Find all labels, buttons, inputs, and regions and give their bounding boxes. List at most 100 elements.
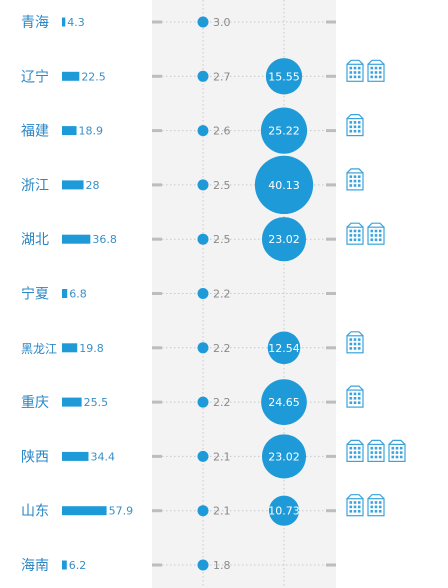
- dot: [197, 559, 209, 571]
- bubble-value-label: 23.02: [268, 233, 300, 246]
- left-tick: [152, 509, 162, 513]
- bar: [62, 71, 80, 81]
- building-icon: [388, 439, 406, 462]
- data-row: 陕西 34.4 2.1 23.02: [21, 434, 406, 479]
- bubble: [267, 331, 301, 365]
- region-label: 山东: [21, 504, 49, 520]
- region-label: 重庆: [21, 395, 49, 411]
- building-icon: [346, 494, 364, 517]
- bar-value-label: 4.3: [67, 16, 85, 29]
- data-row: 湖北 36.8 2.5 23.02: [21, 217, 385, 262]
- bar: [62, 289, 68, 298]
- bubble: [261, 434, 307, 479]
- data-row: 辽宁 22.5 2.7 15.55: [21, 58, 385, 95]
- bar: [62, 506, 107, 516]
- bubble: [261, 217, 307, 262]
- bar-value-label: 19.8: [79, 342, 104, 355]
- dot: [197, 505, 209, 517]
- dot: [197, 179, 209, 191]
- right-tick: [326, 346, 336, 350]
- data-row: 海南 6.2 1.8: [21, 558, 336, 574]
- bar-value-label: 25.5: [84, 396, 109, 409]
- bubble: [254, 155, 314, 215]
- bubble-value-label: 24.65: [268, 396, 300, 409]
- region-label: 湖北: [21, 232, 49, 248]
- bubble-value-label: 10.73: [268, 505, 300, 518]
- bar-value-label: 22.5: [81, 70, 106, 83]
- building-icon: [367, 494, 385, 517]
- left-tick: [152, 183, 162, 187]
- building-icon: [346, 113, 364, 137]
- dot: [197, 450, 209, 462]
- bubble-value-label: 15.55: [268, 70, 300, 83]
- data-row: 重庆 25.5 2.2 24.65: [21, 379, 364, 425]
- left-tick: [152, 400, 162, 404]
- dot-value-label: 2.1: [213, 450, 231, 463]
- bar: [62, 234, 91, 244]
- data-row: 福建 18.9 2.6 25.22: [21, 107, 364, 154]
- bubble: [260, 107, 308, 154]
- bubble-value-label: 12.54: [268, 342, 300, 355]
- left-tick: [152, 237, 162, 241]
- dot-value-label: 2.1: [213, 505, 231, 518]
- bar: [62, 180, 84, 190]
- data-row: 浙江 28 2.5 40.13: [21, 155, 364, 215]
- background-layer: [152, 0, 336, 588]
- right-tick: [326, 563, 336, 567]
- right-tick: [326, 129, 336, 133]
- bar-value-label: 6.8: [69, 288, 87, 301]
- dot-value-label: 2.2: [213, 288, 231, 301]
- right-tick: [326, 237, 336, 241]
- building-icon: [346, 385, 364, 408]
- region-label: 福建: [21, 124, 49, 140]
- dot: [197, 70, 209, 82]
- rows-layer: 青海 4.3 3.0 辽宁 22.5 2.7 15.55 福建 18.9 2.6 25.22 浙江 28…: [21, 15, 406, 574]
- building-icon: [367, 59, 385, 82]
- left-tick: [152, 292, 162, 295]
- bubble-value-label: 23.02: [268, 450, 300, 463]
- dot-value-label: 3.0: [213, 16, 231, 29]
- region-label: 黑龙江: [21, 342, 57, 356]
- left-tick: [152, 74, 162, 78]
- data-row: 青海 4.3 3.0: [21, 15, 336, 31]
- right-tick: [326, 509, 336, 513]
- bubble: [268, 495, 300, 526]
- dot-value-label: 2.5: [213, 179, 231, 192]
- building-icon: [346, 222, 364, 245]
- region-label: 陕西: [21, 449, 49, 465]
- dot-value-label: 2.2: [213, 396, 231, 409]
- dot-value-label: 1.8: [213, 559, 231, 572]
- dot-value-label: 2.5: [213, 233, 231, 246]
- bar: [62, 397, 82, 407]
- bar: [62, 343, 78, 353]
- right-tick: [326, 74, 336, 78]
- dot: [197, 288, 209, 299]
- bar-value-label: 18.9: [79, 125, 104, 138]
- left-tick: [152, 129, 162, 133]
- left-tick: [152, 454, 162, 458]
- bubble-value-label: 40.13: [268, 179, 300, 192]
- dot-value-label: 2.7: [213, 70, 231, 83]
- bar-value-label: 34.4: [90, 450, 115, 463]
- data-row: 山东 57.9 2.1 10.73: [21, 494, 385, 526]
- region-label: 辽宁: [21, 68, 49, 85]
- building-icon: [367, 222, 385, 245]
- data-row: 宁夏 6.8 2.2: [21, 286, 336, 303]
- bar-value-label: 57.9: [109, 505, 134, 518]
- region-label: 青海: [21, 15, 49, 31]
- bar-value-label: 6.2: [69, 559, 87, 572]
- right-tick: [326, 20, 336, 24]
- dot: [197, 233, 209, 245]
- bar-value-label: 28: [86, 179, 100, 192]
- region-label: 宁夏: [21, 286, 49, 303]
- right-tick: [326, 292, 336, 295]
- dot: [197, 125, 209, 137]
- right-tick: [326, 183, 336, 187]
- center-panel: [152, 0, 336, 588]
- bar-value-label: 36.8: [92, 233, 117, 246]
- bubble: [261, 379, 307, 425]
- building-icon: [346, 331, 364, 354]
- bubble-value-label: 25.22: [268, 125, 300, 138]
- dot-value-label: 2.2: [213, 342, 231, 355]
